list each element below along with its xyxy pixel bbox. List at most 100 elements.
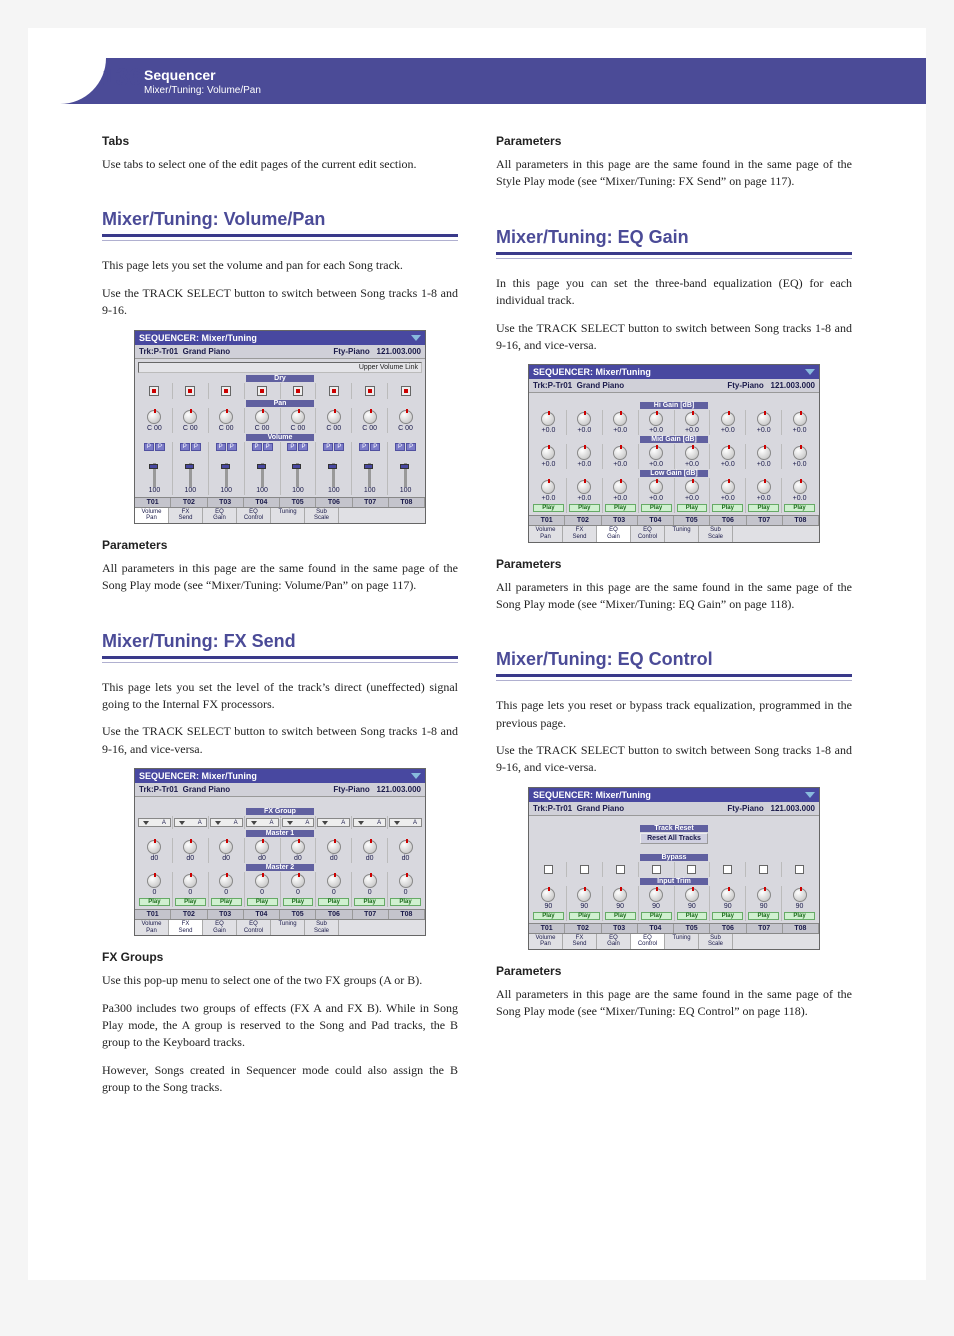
play-button[interactable]: Play bbox=[318, 898, 349, 906]
knob-cell[interactable]: d0 bbox=[137, 838, 173, 863]
knob-cell[interactable]: 90 bbox=[710, 886, 746, 911]
knob-cell[interactable]: d0 bbox=[281, 838, 317, 863]
knob-cell[interactable]: 0 bbox=[316, 872, 352, 897]
page-tab[interactable]: Tuning bbox=[271, 508, 305, 523]
knob-cell[interactable]: +0.0 bbox=[782, 410, 817, 435]
fxgroup-select[interactable]: A bbox=[352, 816, 388, 829]
page-tab[interactable]: VolumePan bbox=[135, 920, 169, 935]
track-tab[interactable]: T05 bbox=[280, 910, 316, 919]
knob-cell[interactable]: d0 bbox=[388, 838, 423, 863]
track-tab[interactable]: T07 bbox=[747, 924, 783, 933]
knob-cell[interactable]: +0.0 bbox=[603, 478, 639, 503]
page-tab[interactable]: SubScale bbox=[305, 920, 339, 935]
knob-cell[interactable]: +0.0 bbox=[531, 444, 567, 469]
track-tab[interactable]: T06 bbox=[316, 910, 352, 919]
knob-cell[interactable]: +0.0 bbox=[567, 444, 603, 469]
knob-cell[interactable]: 90 bbox=[675, 886, 711, 911]
fader-cell[interactable]: PP100 bbox=[316, 442, 352, 495]
page-tab[interactable]: VolumePan bbox=[529, 934, 563, 949]
menu-icon[interactable] bbox=[411, 773, 421, 779]
fader-cell[interactable]: PP100 bbox=[352, 442, 388, 495]
knob-cell[interactable]: C 00 bbox=[209, 408, 245, 433]
page-tab[interactable]: FXSend bbox=[563, 934, 597, 949]
knob-cell[interactable]: +0.0 bbox=[746, 478, 782, 503]
knob-cell[interactable]: C 00 bbox=[137, 408, 173, 433]
knob-cell[interactable]: 0 bbox=[245, 872, 281, 897]
knob-cell[interactable]: +0.0 bbox=[782, 478, 817, 503]
track-tab[interactable]: T01 bbox=[135, 910, 171, 919]
fader-cell[interactable]: PP100 bbox=[281, 442, 317, 495]
knob-cell[interactable]: 90 bbox=[567, 886, 603, 911]
knob-cell[interactable]: +0.0 bbox=[567, 410, 603, 435]
track-tab[interactable]: T02 bbox=[171, 498, 207, 507]
knob-cell[interactable]: C 00 bbox=[173, 408, 209, 433]
track-tab[interactable]: T01 bbox=[135, 498, 171, 507]
knob-cell[interactable]: +0.0 bbox=[639, 410, 675, 435]
track-tab[interactable]: T07 bbox=[353, 910, 389, 919]
track-tab[interactable]: T04 bbox=[638, 924, 674, 933]
page-tab[interactable]: FXSend bbox=[169, 508, 203, 523]
fxgroup-select[interactable]: A bbox=[173, 816, 209, 829]
mute-cell[interactable] bbox=[137, 383, 173, 399]
page-tab[interactable]: Tuning bbox=[665, 934, 699, 949]
play-button[interactable]: Play bbox=[139, 898, 170, 906]
knob-cell[interactable]: d0 bbox=[316, 838, 352, 863]
knob-cell[interactable]: C 00 bbox=[281, 408, 317, 433]
knob-cell[interactable]: 0 bbox=[388, 872, 423, 897]
track-tab[interactable]: T02 bbox=[565, 516, 601, 525]
page-tab[interactable]: SubScale bbox=[699, 934, 733, 949]
knob-cell[interactable]: +0.0 bbox=[746, 444, 782, 469]
page-tab[interactable]: EQControl bbox=[631, 934, 665, 949]
bypass-checkbox[interactable] bbox=[746, 862, 782, 877]
play-button[interactable]: Play bbox=[712, 912, 743, 920]
knob-cell[interactable]: C 00 bbox=[245, 408, 281, 433]
page-tab[interactable]: EQGain bbox=[203, 508, 237, 523]
play-button[interactable]: Play bbox=[354, 898, 385, 906]
track-tab[interactable]: T07 bbox=[747, 516, 783, 525]
track-tab[interactable]: T01 bbox=[529, 516, 565, 525]
fxgroup-select[interactable]: A bbox=[209, 816, 245, 829]
knob-cell[interactable]: C 00 bbox=[316, 408, 352, 433]
bypass-checkbox[interactable] bbox=[639, 862, 675, 877]
page-tab[interactable]: EQGain bbox=[597, 934, 631, 949]
mute-cell[interactable] bbox=[209, 383, 245, 399]
menu-icon[interactable] bbox=[805, 792, 815, 798]
track-tab[interactable]: T08 bbox=[783, 516, 819, 525]
fader-cell[interactable]: PP100 bbox=[173, 442, 209, 495]
knob-cell[interactable]: +0.0 bbox=[675, 444, 711, 469]
knob-cell[interactable]: C 00 bbox=[388, 408, 423, 433]
fxgroup-select[interactable]: A bbox=[245, 816, 281, 829]
knob-cell[interactable]: 0 bbox=[352, 872, 388, 897]
play-button[interactable]: Play bbox=[641, 912, 672, 920]
knob-cell[interactable]: 90 bbox=[531, 886, 567, 911]
fader-cell[interactable]: PP100 bbox=[388, 442, 423, 495]
fxgroup-select[interactable]: A bbox=[281, 816, 317, 829]
play-button[interactable]: Play bbox=[748, 912, 779, 920]
play-button[interactable]: Play bbox=[390, 898, 421, 906]
knob-cell[interactable]: 0 bbox=[209, 872, 245, 897]
play-button[interactable]: Play bbox=[677, 912, 708, 920]
track-tab[interactable]: T06 bbox=[710, 924, 746, 933]
play-button[interactable]: Play bbox=[712, 504, 743, 512]
page-tab[interactable]: EQControl bbox=[237, 508, 271, 523]
knob-cell[interactable]: 90 bbox=[603, 886, 639, 911]
knob-cell[interactable]: d0 bbox=[352, 838, 388, 863]
knob-cell[interactable]: 0 bbox=[137, 872, 173, 897]
page-tab[interactable]: SubScale bbox=[699, 526, 733, 541]
page-tab[interactable]: VolumePan bbox=[529, 526, 563, 541]
knob-cell[interactable]: d0 bbox=[173, 838, 209, 863]
track-tab[interactable]: T04 bbox=[244, 498, 280, 507]
track-tab[interactable]: T03 bbox=[208, 498, 244, 507]
track-tab[interactable]: T08 bbox=[389, 498, 425, 507]
track-tab[interactable]: T05 bbox=[674, 924, 710, 933]
knob-cell[interactable]: +0.0 bbox=[675, 478, 711, 503]
knob-cell[interactable]: 90 bbox=[639, 886, 675, 911]
knob-cell[interactable]: C 00 bbox=[352, 408, 388, 433]
play-button[interactable]: Play bbox=[175, 898, 206, 906]
bypass-checkbox[interactable] bbox=[782, 862, 817, 877]
play-button[interactable]: Play bbox=[533, 504, 564, 512]
play-button[interactable]: Play bbox=[247, 898, 278, 906]
track-tab[interactable]: T02 bbox=[565, 924, 601, 933]
track-tab[interactable]: T06 bbox=[710, 516, 746, 525]
knob-cell[interactable]: 0 bbox=[281, 872, 317, 897]
